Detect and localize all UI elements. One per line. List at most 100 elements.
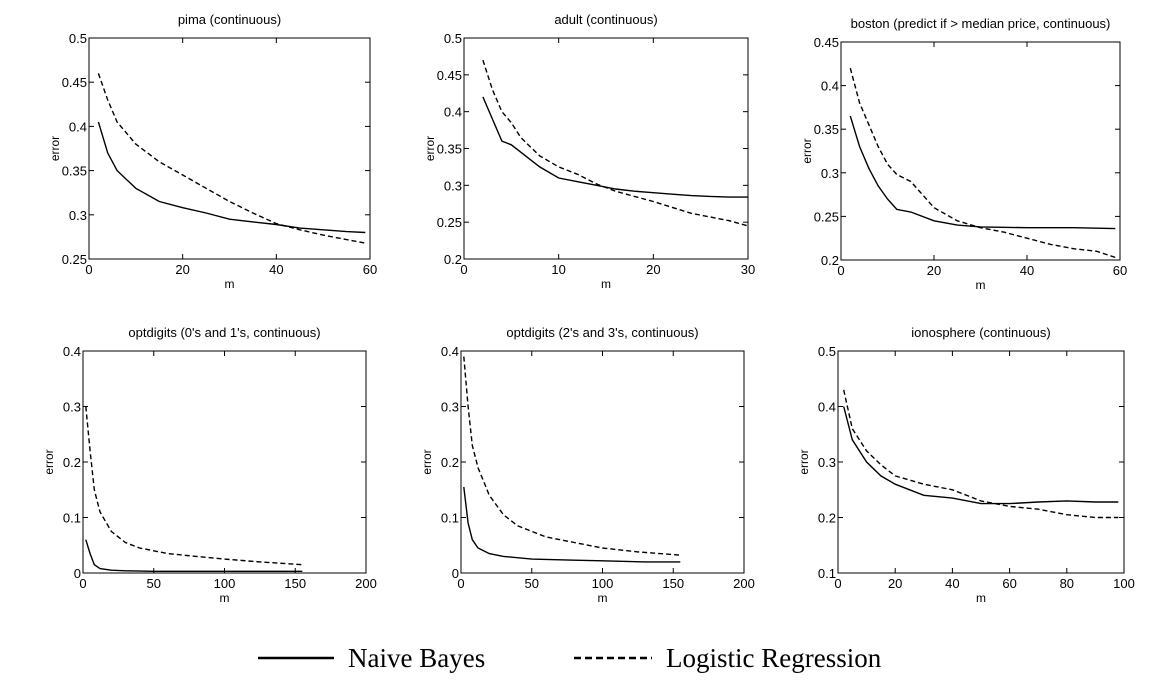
x-axis-label: m <box>601 277 611 291</box>
y-tick-label: 0.4 <box>818 400 836 415</box>
x-tick-label: 40 <box>945 576 959 591</box>
y-tick-label: 0.1 <box>63 511 81 526</box>
x-axis-label: m <box>225 277 235 291</box>
x-tick-label: 0 <box>85 262 92 277</box>
y-tick-label: 0.5 <box>818 344 836 359</box>
y-tick-label: 0.2 <box>441 455 459 470</box>
x-axis-label: m <box>220 591 230 605</box>
y-tick-label: 0 <box>452 566 459 581</box>
x-tick-label: 100 <box>1113 576 1135 591</box>
series-line-naive-bayes <box>843 406 1119 505</box>
y-axis-label: error <box>800 138 814 163</box>
y-tick-label: 0.5 <box>69 31 87 46</box>
x-tick-label: 20 <box>646 262 660 277</box>
plot-frame <box>82 350 367 574</box>
y-tick-label: 0.2 <box>444 252 462 267</box>
series-line-naive-bayes <box>97 121 366 234</box>
x-tick-label: 200 <box>733 576 755 591</box>
x-tick-label: 50 <box>147 576 161 591</box>
y-tick-label: 0.4 <box>63 344 81 359</box>
x-axis-label: m <box>976 591 986 605</box>
y-tick-label: 0.1 <box>441 511 459 526</box>
x-tick-label: 10 <box>551 262 565 277</box>
x-tick-label: 100 <box>214 576 236 591</box>
chart-title: pima (continuous) <box>178 12 281 27</box>
series-line-logistic-regression <box>463 356 681 556</box>
y-tick-label: 0.45 <box>437 68 462 83</box>
x-tick-label: 40 <box>269 262 283 277</box>
y-tick-label: 0.3 <box>63 400 81 415</box>
series-line-logistic-regression <box>843 389 1119 519</box>
x-tick-label: 20 <box>175 262 189 277</box>
chart-title: ionosphere (continuous) <box>911 325 1050 340</box>
y-tick-label: 0.3 <box>441 400 459 415</box>
y-tick-label: 0.4 <box>821 79 839 94</box>
y-tick-label: 0.1 <box>818 566 836 581</box>
x-tick-label: 50 <box>525 576 539 591</box>
y-tick-label: 0.25 <box>814 209 839 224</box>
x-axis-label: m <box>976 278 986 292</box>
y-tick-label: 0.3 <box>444 178 462 193</box>
y-axis-label: error <box>423 136 437 161</box>
x-tick-label: 150 <box>662 576 684 591</box>
x-tick-label: 150 <box>284 576 306 591</box>
x-tick-label: 40 <box>1020 263 1034 278</box>
plot-frame <box>88 37 371 260</box>
chart-title: boston (predict if > median price, conti… <box>851 16 1111 31</box>
y-tick-label: 0.25 <box>437 215 462 230</box>
y-tick-label: 0.3 <box>818 455 836 470</box>
series-line-logistic-regression <box>85 406 303 566</box>
series-line-logistic-regression <box>97 73 366 244</box>
series-line-naive-bayes <box>85 539 303 572</box>
chart-panel-5: optdigits (2's and 3's, continuous) 0 50 10… <box>420 325 755 605</box>
chart-panel-3: boston (predict if > median price, conti… <box>800 16 1127 292</box>
y-tick-label: 0.2 <box>63 455 81 470</box>
series-line-naive-bayes <box>463 486 681 563</box>
y-tick-label: 0.45 <box>814 35 839 50</box>
x-axis-label: m <box>598 591 608 605</box>
legend-naive-bayes-label: Naive Bayes <box>348 643 485 673</box>
plot-frame <box>463 37 749 260</box>
y-axis-label: error <box>420 449 434 474</box>
series-line-logistic-regression <box>482 59 749 227</box>
chart-panel-2: adult (continuous) 0 10 20 30 0.2 0.25 0.3 0.35 0… <box>423 12 755 291</box>
chart-panel-4: optdigits (0's and 1's, continuous) 0 50 10… <box>42 325 377 605</box>
x-tick-label: 60 <box>363 262 377 277</box>
x-tick-label: 0 <box>837 263 844 278</box>
y-tick-label: 0.3 <box>821 166 839 181</box>
y-tick-label: 0.45 <box>62 75 87 90</box>
y-tick-label: 0 <box>74 566 81 581</box>
x-tick-label: 200 <box>355 576 377 591</box>
x-tick-label: 0 <box>457 576 464 591</box>
chart-panel-6: ionosphere (continuous) 0 20 40 60 80 100 0.1 0.… <box>797 325 1135 605</box>
legend: Naive Bayes Logistic Regression <box>258 643 882 673</box>
series-line-naive-bayes <box>482 96 748 198</box>
chart-panels: pima (continuous) 0 20 40 60 0.25 0.3 0.35 0.4 0.… <box>42 12 1135 605</box>
x-tick-label: 30 <box>741 262 755 277</box>
y-axis-label: error <box>48 136 62 161</box>
plot-frame <box>840 41 1121 261</box>
chart-title: adult (continuous) <box>554 12 657 27</box>
x-tick-label: 0 <box>460 262 467 277</box>
x-tick-label: 0 <box>834 576 841 591</box>
chart-title: optdigits (0's and 1's, continuous) <box>128 325 320 340</box>
y-tick-label: 0.4 <box>444 105 462 120</box>
plot-frame <box>460 350 745 574</box>
y-axis-label: error <box>42 449 56 474</box>
x-tick-label: 60 <box>1113 263 1127 278</box>
x-tick-label: 20 <box>888 576 902 591</box>
y-tick-label: 0.25 <box>62 252 87 267</box>
x-tick-label: 80 <box>1060 576 1074 591</box>
y-tick-label: 0.2 <box>821 253 839 268</box>
legend-logistic-regression-label: Logistic Regression <box>666 643 882 673</box>
y-tick-label: 0.35 <box>437 142 462 157</box>
x-tick-label: 60 <box>1002 576 1016 591</box>
y-tick-label: 0.2 <box>818 511 836 526</box>
chart-panel-1: pima (continuous) 0 20 40 60 0.25 0.3 0.35 0.4 0.… <box>48 12 377 291</box>
x-tick-label: 0 <box>79 576 86 591</box>
series-line-naive-bayes <box>849 115 1116 230</box>
y-tick-label: 0.35 <box>62 164 87 179</box>
y-tick-label: 0.3 <box>69 208 87 223</box>
x-tick-label: 100 <box>592 576 614 591</box>
